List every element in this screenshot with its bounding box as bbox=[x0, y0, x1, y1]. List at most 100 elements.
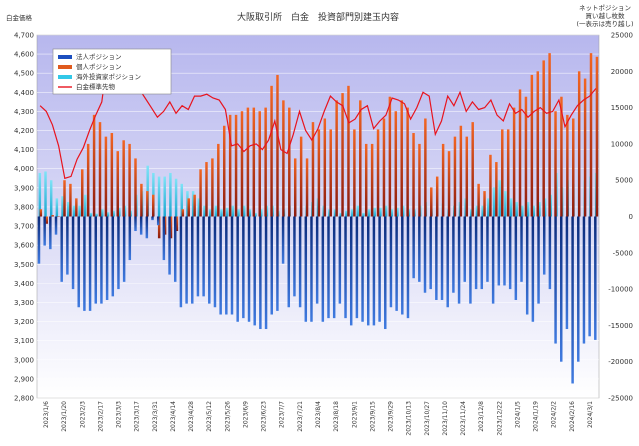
bar-individual bbox=[293, 158, 297, 217]
bar-foreign bbox=[498, 180, 501, 217]
bar-corporate bbox=[100, 216, 103, 304]
legend-swatch-personal bbox=[58, 65, 72, 69]
right-tick-label: 25000 bbox=[611, 32, 633, 40]
right-tick-label: 10000 bbox=[611, 140, 633, 148]
bar-individual bbox=[323, 118, 327, 217]
bar-individual bbox=[329, 129, 332, 217]
bar-individual bbox=[252, 107, 256, 217]
bar-individual bbox=[110, 133, 114, 217]
x-tick-label: 2023/9/15 bbox=[369, 401, 376, 432]
bar-foreign bbox=[237, 209, 240, 217]
bar-individual bbox=[45, 216, 49, 224]
bar-corporate bbox=[139, 216, 143, 235]
bar-individual bbox=[560, 96, 563, 217]
bar-individual bbox=[376, 129, 380, 217]
bar-corporate bbox=[406, 216, 410, 319]
bar-corporate bbox=[344, 216, 347, 319]
left-tick-label: 4,100 bbox=[14, 146, 34, 154]
bar-corporate bbox=[281, 216, 285, 264]
bar-foreign bbox=[470, 209, 473, 217]
bar-foreign bbox=[487, 198, 490, 217]
legend-label-futures: 白金標準先物 bbox=[76, 82, 116, 91]
bar-corporate bbox=[191, 216, 194, 304]
x-tick-label: 2023/7/7 bbox=[279, 401, 286, 428]
bar-corporate bbox=[401, 216, 404, 315]
bar-individual bbox=[246, 107, 250, 217]
bar-corporate bbox=[60, 216, 63, 282]
bar-individual bbox=[299, 136, 303, 217]
bar-individual bbox=[424, 118, 427, 217]
bar-corporate bbox=[463, 216, 466, 282]
bar-corporate bbox=[128, 216, 132, 261]
legend-label-corp: 法人ポジション bbox=[76, 52, 122, 61]
bar-foreign bbox=[106, 212, 110, 217]
bar-corporate bbox=[310, 216, 313, 322]
bar-individual bbox=[341, 93, 344, 217]
x-tick-label: 2024/2/16 bbox=[569, 401, 576, 432]
bar-corporate bbox=[219, 216, 222, 315]
bar-individual bbox=[217, 143, 220, 217]
bar-individual bbox=[211, 158, 214, 217]
bar-corporate bbox=[440, 216, 444, 300]
bar-foreign bbox=[543, 198, 547, 217]
bar-foreign bbox=[373, 207, 377, 217]
bar-individual bbox=[566, 114, 569, 217]
bar-corporate bbox=[582, 216, 586, 344]
x-tick-label: 2024/1/19 bbox=[533, 401, 540, 432]
bar-individual bbox=[258, 111, 261, 217]
bar-corporate bbox=[122, 216, 126, 282]
bar-individual bbox=[572, 118, 575, 217]
bar-corporate bbox=[418, 216, 421, 282]
x-tick-label: 2023/8/4 bbox=[315, 401, 322, 428]
bar-foreign bbox=[265, 205, 269, 217]
bar-foreign bbox=[526, 201, 530, 217]
bar-individual bbox=[104, 136, 108, 217]
left-tick-label: 4,400 bbox=[14, 89, 34, 97]
bar-individual bbox=[554, 111, 557, 217]
bar-foreign bbox=[157, 176, 161, 217]
bar-corporate bbox=[457, 216, 461, 304]
bar-corporate bbox=[514, 216, 518, 300]
bar-corporate bbox=[565, 216, 569, 330]
x-tick-label: 2023/5/12 bbox=[206, 401, 213, 432]
bar-corporate bbox=[94, 216, 97, 304]
bar-corporate bbox=[327, 216, 330, 319]
x-tick-label: 2023/9/1 bbox=[351, 401, 358, 428]
bar-individual bbox=[388, 96, 392, 217]
bar-corporate bbox=[77, 216, 80, 308]
bar-corporate bbox=[162, 216, 166, 261]
bar-foreign bbox=[396, 207, 399, 217]
bar-corporate bbox=[253, 216, 256, 326]
right-axis-label-line2: 買い越し枚数 bbox=[586, 11, 626, 20]
left-tick-label: 3,300 bbox=[14, 299, 34, 307]
bar-individual bbox=[240, 111, 244, 217]
bar-individual bbox=[370, 143, 374, 217]
bar-individual bbox=[134, 158, 137, 217]
bar-individual bbox=[199, 169, 202, 217]
bar-corporate bbox=[242, 216, 245, 319]
bar-individual bbox=[506, 129, 510, 217]
bar-foreign bbox=[401, 205, 405, 217]
right-tick-label: 0 bbox=[629, 213, 633, 221]
bar-corporate bbox=[554, 216, 557, 344]
bar-foreign bbox=[509, 198, 513, 217]
bar-corporate bbox=[202, 216, 205, 297]
bar-foreign bbox=[163, 176, 166, 217]
bar-individual bbox=[311, 122, 315, 217]
right-axis-label-line3: (一表示は売り越し) bbox=[576, 19, 633, 28]
bar-corporate bbox=[43, 216, 46, 246]
bar-individual bbox=[39, 209, 43, 217]
bar-foreign bbox=[538, 201, 541, 217]
bar-corporate bbox=[111, 216, 115, 297]
legend-swatch-foreign bbox=[58, 75, 72, 79]
bar-corporate bbox=[525, 216, 529, 315]
bar-corporate bbox=[537, 216, 540, 304]
left-tick-label: 2,800 bbox=[14, 395, 34, 403]
bar-corporate bbox=[577, 216, 580, 362]
x-tick-label: 2023/10/27 bbox=[424, 401, 431, 436]
bar-corporate bbox=[236, 216, 239, 322]
bar-individual bbox=[75, 198, 78, 217]
bar-foreign bbox=[350, 209, 354, 217]
bar-foreign bbox=[390, 209, 394, 217]
bar-corporate bbox=[321, 216, 325, 322]
